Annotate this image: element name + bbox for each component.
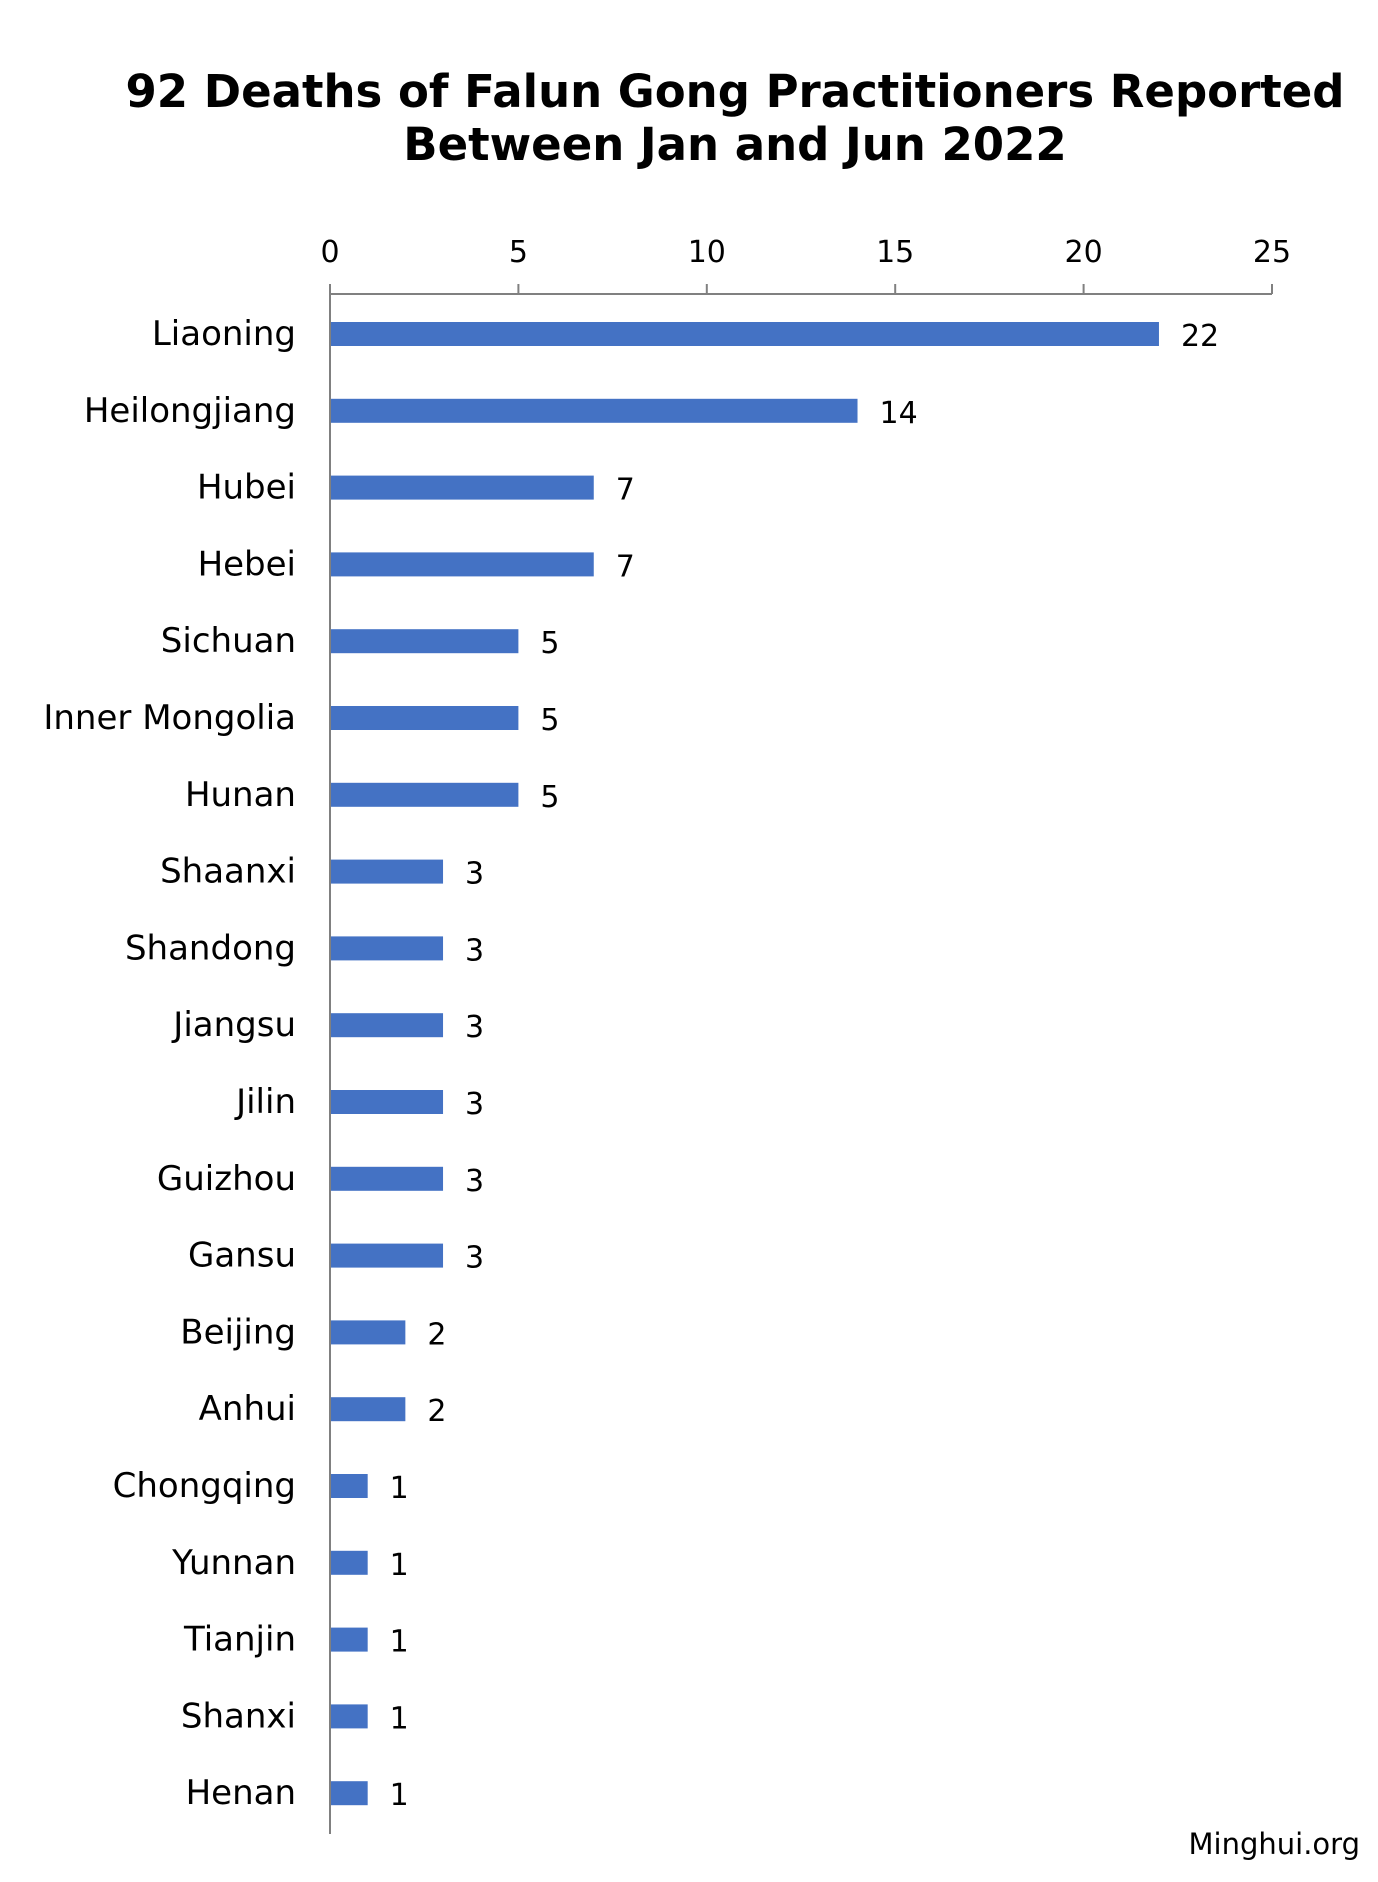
data-label: 22 — [1181, 319, 1219, 354]
x-tick-label: 0 — [320, 235, 339, 270]
category-label: Heilongjiang — [84, 391, 296, 431]
category-label: Jiangsu — [171, 1005, 296, 1045]
bar — [331, 398, 858, 423]
x-axis: 0 5 10 15 20 25 — [320, 235, 1291, 1834]
data-label: 1 — [390, 1625, 409, 1660]
x-tick-label: 20 — [1065, 235, 1103, 270]
bar — [331, 1013, 444, 1038]
bar — [331, 1090, 444, 1114]
data-label: 3 — [465, 857, 484, 892]
bar — [331, 859, 444, 884]
x-tick-label: 15 — [876, 235, 914, 270]
category-label: Anhui — [199, 1389, 296, 1429]
category-label: Yunnan — [171, 1543, 296, 1583]
category-labels: Liaoning Heilongjiang Hubei Hebei Sichuan Inn… — [43, 314, 296, 1813]
bar — [331, 1781, 368, 1806]
category-label: Inner Mongolia — [43, 698, 296, 738]
category-label: Henan — [186, 1773, 296, 1813]
category-label: Liaoning — [152, 314, 296, 354]
category-label: Hubei — [197, 468, 296, 508]
category-label: Tianjin — [183, 1620, 296, 1660]
x-tick-label: 25 — [1253, 235, 1291, 270]
bar — [331, 1166, 444, 1191]
data-label: 14 — [880, 396, 918, 431]
bar — [331, 1627, 368, 1652]
data-label: 3 — [465, 1087, 484, 1122]
bar — [331, 1474, 368, 1498]
x-tick-label: 5 — [509, 235, 528, 270]
data-label: 2 — [427, 1394, 446, 1429]
category-label: Beijing — [180, 1312, 296, 1352]
bars — [331, 322, 1159, 1806]
bar — [331, 1704, 368, 1729]
bar — [331, 782, 519, 807]
category-label: Gansu — [188, 1236, 296, 1276]
bar — [331, 322, 1159, 346]
data-label: 1 — [390, 1471, 409, 1506]
source-label: Minghui.org — [1188, 1827, 1360, 1861]
data-label: 5 — [540, 626, 559, 661]
data-label: 3 — [465, 1010, 484, 1045]
bar — [331, 706, 519, 730]
category-label: Shandong — [125, 928, 296, 968]
data-label: 7 — [616, 549, 635, 584]
category-label: Hunan — [185, 775, 296, 815]
data-label: 1 — [390, 1778, 409, 1813]
data-label: 3 — [465, 1241, 484, 1276]
bar — [331, 629, 519, 654]
data-label: 3 — [465, 933, 484, 968]
data-label: 1 — [390, 1701, 409, 1736]
data-label: 2 — [427, 1317, 446, 1352]
data-label: 5 — [540, 780, 559, 815]
bar — [331, 1550, 368, 1575]
category-label: Chongqing — [113, 1466, 296, 1506]
data-label: 3 — [465, 1164, 484, 1199]
category-label: Shanxi — [181, 1696, 296, 1736]
bar — [331, 475, 594, 500]
category-label: Shaanxi — [160, 852, 296, 892]
bar — [331, 1243, 444, 1268]
data-label: 5 — [540, 703, 559, 738]
category-label: Hebei — [198, 544, 296, 584]
chart-title-line-1: 92 Deaths of Falun Gong Practitioners Re… — [125, 65, 1345, 118]
category-label: Guizhou — [157, 1159, 296, 1199]
data-label: 7 — [616, 473, 635, 508]
category-label: Jilin — [234, 1082, 296, 1122]
bar — [331, 936, 444, 961]
bar — [331, 1397, 406, 1422]
category-label: Sichuan — [161, 621, 296, 661]
data-label: 1 — [390, 1548, 409, 1583]
bar — [331, 1320, 406, 1345]
chart-title-line-2: Between Jan and Jun 2022 — [403, 118, 1067, 171]
x-tick-label: 10 — [688, 235, 726, 270]
bar — [331, 552, 594, 577]
